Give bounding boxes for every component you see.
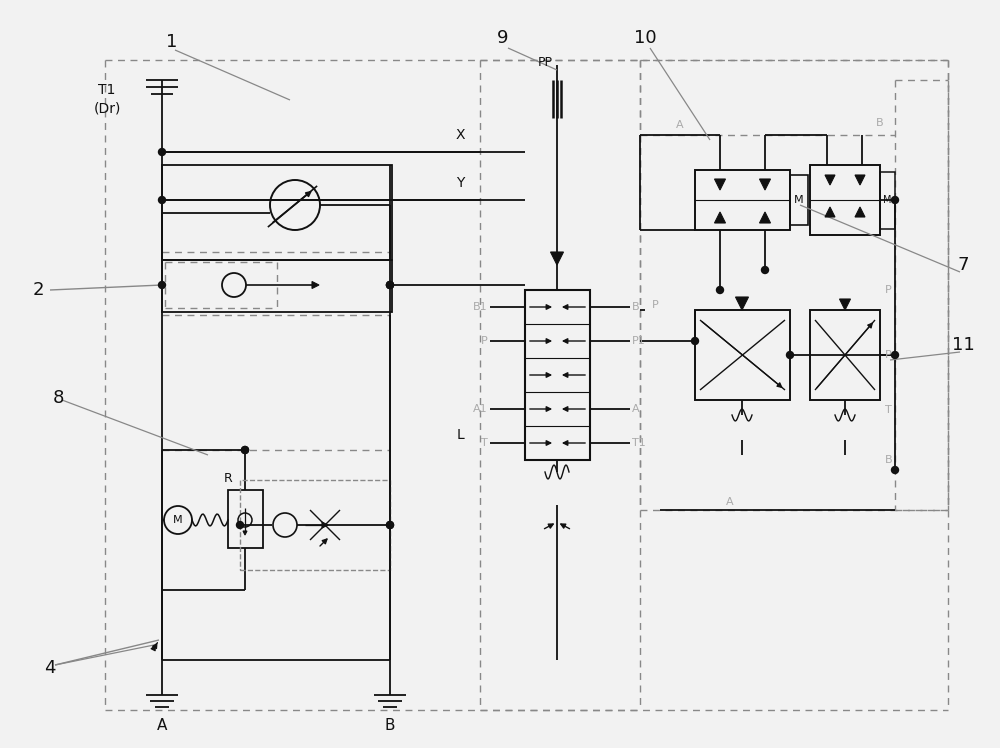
Polygon shape (714, 179, 726, 190)
Circle shape (242, 447, 248, 453)
Circle shape (386, 281, 394, 289)
Circle shape (762, 266, 768, 274)
Text: B: B (876, 118, 884, 128)
Text: L: L (456, 428, 464, 442)
Bar (525, 290, 590, 460)
Bar (810, 165, 880, 235)
Circle shape (386, 281, 394, 289)
Text: P: P (481, 336, 488, 346)
Text: 10: 10 (634, 29, 656, 47)
Circle shape (158, 281, 166, 289)
Text: 2: 2 (32, 281, 44, 299)
Polygon shape (312, 281, 319, 289)
Circle shape (786, 352, 794, 358)
Circle shape (716, 286, 724, 293)
Bar (240, 480, 390, 570)
Bar (162, 260, 392, 312)
Text: A: A (726, 497, 734, 507)
Text: (Dr): (Dr) (93, 101, 121, 115)
Circle shape (158, 149, 166, 156)
Polygon shape (840, 299, 850, 310)
Text: 7: 7 (957, 256, 969, 274)
Text: B: B (884, 455, 892, 465)
Polygon shape (243, 531, 247, 535)
Text: T1: T1 (98, 83, 116, 97)
Bar (695, 170, 790, 230)
Circle shape (237, 521, 244, 529)
Text: 4: 4 (44, 659, 56, 677)
Circle shape (892, 197, 898, 203)
Text: B: B (632, 302, 640, 312)
Polygon shape (825, 175, 835, 185)
Text: A: A (676, 120, 684, 130)
Text: 1: 1 (166, 33, 178, 51)
Text: B1: B1 (473, 302, 488, 312)
Text: R: R (224, 471, 232, 485)
Bar (695, 310, 790, 400)
Text: T: T (885, 405, 892, 415)
Circle shape (386, 281, 394, 289)
Polygon shape (736, 297, 748, 310)
Circle shape (892, 352, 898, 358)
Text: P: P (885, 285, 892, 295)
Polygon shape (714, 212, 726, 223)
Text: A: A (632, 404, 640, 414)
Text: A1: A1 (473, 404, 488, 414)
Text: M: M (883, 195, 891, 205)
Text: T1: T1 (632, 438, 646, 448)
Bar (162, 165, 392, 260)
Text: P: P (652, 300, 658, 310)
Text: M: M (173, 515, 183, 525)
Polygon shape (760, 179, 770, 190)
Circle shape (158, 197, 166, 203)
Text: P: P (885, 350, 892, 360)
Text: Y: Y (456, 176, 464, 190)
Polygon shape (855, 175, 865, 185)
Circle shape (242, 447, 248, 453)
Bar (790, 175, 808, 225)
Bar (228, 490, 263, 548)
Circle shape (386, 521, 394, 529)
Text: B: B (385, 717, 395, 732)
Text: T: T (481, 438, 488, 448)
Circle shape (386, 521, 394, 529)
Text: A: A (157, 717, 167, 732)
Circle shape (892, 467, 898, 473)
Text: M: M (794, 195, 804, 205)
Text: 9: 9 (497, 29, 509, 47)
Text: 11: 11 (952, 336, 974, 354)
Polygon shape (760, 212, 770, 223)
Bar (880, 172, 895, 229)
Polygon shape (855, 207, 865, 217)
Text: PP: PP (538, 55, 552, 69)
Circle shape (692, 337, 698, 345)
Text: P1: P1 (632, 336, 646, 346)
Text: X: X (455, 128, 465, 142)
Text: 8: 8 (52, 389, 64, 407)
Bar (810, 310, 880, 400)
Polygon shape (825, 207, 835, 217)
Polygon shape (322, 522, 328, 528)
Polygon shape (550, 252, 564, 265)
